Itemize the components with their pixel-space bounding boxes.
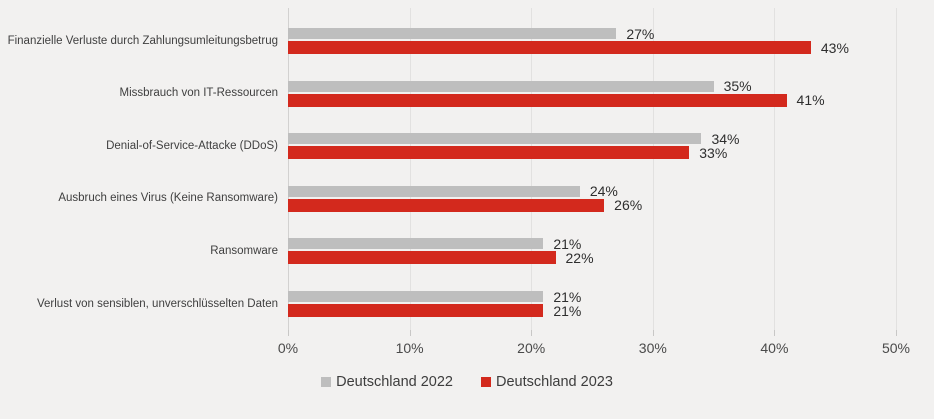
- bar-2023: [288, 146, 690, 160]
- category-label: Verlust von sensiblen, unverschlüsselten…: [36, 297, 278, 310]
- x-tick-mark: [531, 330, 533, 336]
- value-label: 24%: [589, 183, 618, 200]
- bar-2023: [288, 41, 811, 54]
- x-tick-mark: [288, 330, 289, 336]
- gridline: [531, 8, 533, 330]
- legend-marker-icon: [481, 377, 491, 387]
- value-label: 21%: [553, 288, 582, 305]
- legend-item: Deutschland 2023: [481, 374, 613, 390]
- x-tick-label: 40%: [760, 340, 789, 356]
- category-label: Ausbruch eines Virus (Keine Ransomware): [58, 192, 278, 205]
- value-label: 21%: [553, 302, 582, 319]
- value-label: 26%: [614, 197, 643, 214]
- bar-2023: [288, 198, 605, 212]
- y-axis-line: [288, 8, 289, 330]
- x-tick-label: 30%: [638, 340, 667, 356]
- value-label: 41%: [796, 92, 825, 109]
- bar-2022: [288, 238, 544, 250]
- category-label: Missbrauch von IT-Ressourcen: [119, 87, 278, 100]
- bar-2022: [288, 28, 617, 39]
- value-label: 35%: [723, 78, 752, 95]
- value-label: 34%: [711, 130, 740, 147]
- category-label: Ransomware: [210, 244, 278, 257]
- value-label: 27%: [626, 25, 655, 42]
- gridline: [409, 8, 411, 330]
- category-axis: Finanzielle Verluste durch Zahlungsumlei…: [0, 8, 283, 330]
- x-tick-label: 0%: [277, 340, 299, 356]
- bar-2022: [288, 291, 544, 302]
- x-tick-mark: [774, 330, 776, 336]
- category-label: Denial-of-Service-Attacke (DDoS): [106, 139, 278, 152]
- gridline: [774, 8, 776, 330]
- bar-2022: [288, 133, 702, 145]
- bar-2022: [288, 80, 714, 92]
- value-label: 33%: [699, 144, 728, 161]
- bar-2023: [288, 251, 556, 265]
- category-label: Finanzielle Verluste durch Zahlungsumlei…: [7, 34, 278, 47]
- gridline: [896, 8, 897, 330]
- bar-2022: [288, 185, 580, 197]
- x-tick-label: 50%: [881, 340, 911, 356]
- x-tick-mark: [409, 330, 411, 336]
- bar-2023: [288, 304, 544, 317]
- x-tick-label: 20%: [517, 340, 546, 356]
- x-tick-label: 10%: [395, 340, 424, 356]
- value-label: 22%: [565, 249, 594, 266]
- value-label: 43%: [820, 39, 849, 56]
- value-label: 21%: [553, 235, 582, 252]
- plot-area: 0% 10% 20% 30% 40% 50% 27% 43% 35% 41% 34% 33% 24% 26…: [278, 8, 910, 356]
- x-tick-mark: [652, 330, 654, 336]
- legend-marker-icon: [321, 377, 332, 387]
- legend: Deutschland 2022 Deutschland 2023: [0, 374, 934, 390]
- legend-label: Deutschland 2023: [496, 374, 613, 390]
- gridline: [652, 8, 654, 330]
- legend-item: Deutschland 2022: [321, 374, 453, 390]
- x-tick-mark: [896, 330, 897, 336]
- legend-label: Deutschland 2022: [336, 374, 453, 390]
- bar-2023: [288, 93, 787, 107]
